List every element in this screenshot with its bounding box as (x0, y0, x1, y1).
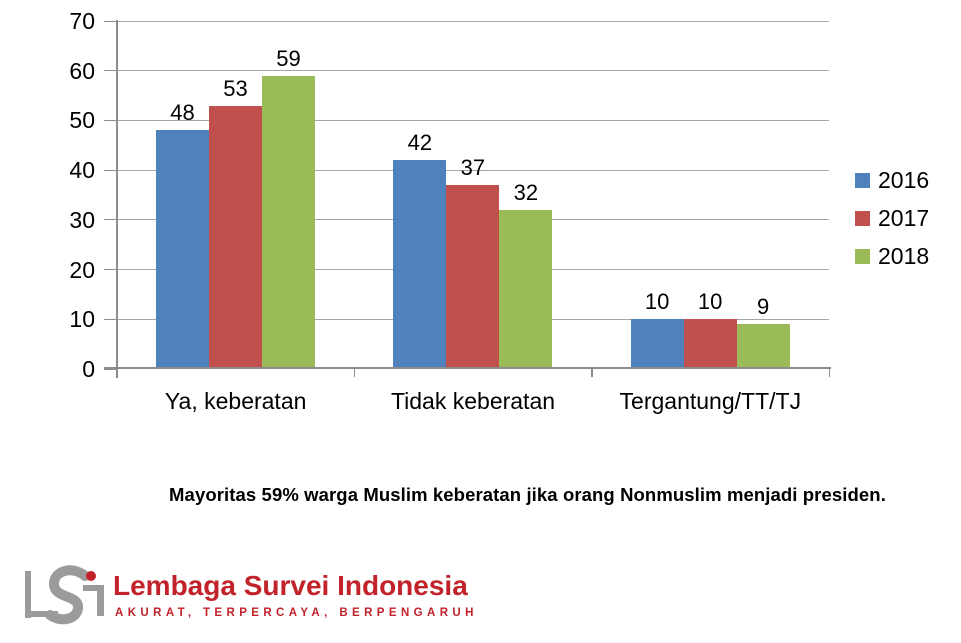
legend-swatch-2016 (855, 172, 870, 188)
x-axis-label-1: Tidak keberatan (390, 388, 556, 414)
y-axis-label-50: 50 (69, 107, 95, 134)
chart-caption: Mayoritas 59% warga Muslim keberatan jik… (169, 484, 886, 505)
y-tick-60 (104, 70, 117, 72)
y-tick-70 (104, 20, 117, 22)
y-tick-10 (104, 318, 117, 320)
legend-label-2018: 2018 (878, 243, 930, 269)
y-axis-line (116, 20, 118, 378)
y-tick-0 (104, 368, 117, 370)
bar-2018-1 (499, 209, 553, 369)
legend-item-2018: 2018 (855, 243, 930, 269)
bar-value-2017-2: 10 (697, 289, 723, 315)
gridline-50 (117, 119, 829, 121)
bar-2016-2 (630, 319, 684, 369)
bar-2017-2 (683, 319, 737, 369)
legend-label-2017: 2017 (878, 205, 930, 231)
gridline-40 (117, 169, 829, 171)
x-axis-label-2: Tergantung/TT/TJ (619, 388, 802, 414)
bar-2016-0 (156, 130, 209, 369)
x-tick-0 (116, 369, 118, 377)
gridline-70 (117, 20, 829, 22)
legend-swatch-2017 (855, 210, 870, 226)
x-tick-1 (353, 369, 356, 377)
y-axis-label-70: 70 (69, 8, 95, 34)
y-tick-40 (104, 169, 117, 171)
x-axis-line (104, 367, 831, 369)
bar-2018-0 (262, 75, 315, 369)
bar-value-2018-0: 59 (276, 45, 301, 71)
bar-value-2017-1: 37 (460, 155, 486, 181)
logo-name: Lembaga Survei Indonesia (113, 570, 468, 601)
bar-value-2018-1: 32 (513, 179, 539, 205)
bar-value-2018-2: 9 (757, 294, 770, 320)
bar-value-2016-0: 48 (170, 100, 195, 126)
y-axis-label-40: 40 (69, 157, 95, 184)
bar-2017-1 (446, 185, 500, 369)
y-axis-label-60: 60 (69, 57, 95, 84)
y-axis-label-20: 20 (69, 256, 95, 283)
bar-value-2016-1: 42 (407, 130, 433, 156)
bar-chart: 0 10 20 30 40 50 60 70 48 42 10 53 37 10 59 32 9 Ya, kebe… (69, 8, 831, 414)
x-tick-3 (828, 369, 830, 377)
legend-label-2016: 2016 (878, 167, 930, 193)
logo-tagline: AKURAT, TERPERCAYA, BERPENGARUH (115, 607, 478, 619)
chart-legend: 2016 2017 2018 (855, 169, 929, 283)
y-tick-30 (104, 219, 117, 221)
legend-item-2017: 2017 (855, 205, 930, 231)
y-axis-label-10: 10 (69, 306, 95, 333)
bar-2016-1 (393, 160, 447, 369)
x-tick-2 (591, 369, 593, 377)
bar-value-2017-0: 53 (223, 75, 248, 101)
bar-2018-2 (736, 324, 790, 369)
gridline-60 (117, 70, 829, 72)
x-axis-label-0: Ya, keberatan (164, 388, 307, 414)
y-axis-label-0: 0 (82, 356, 95, 382)
lsi-logo: Lembaga Survei Indonesia AKURAT, TERPERC… (22, 562, 492, 640)
y-axis-label-30: 30 (69, 206, 95, 233)
lsi-logo-icon (25, 565, 104, 625)
bar-value-2016-2: 10 (644, 289, 670, 315)
y-tick-20 (104, 269, 117, 271)
bar-2017-0 (209, 105, 262, 369)
legend-swatch-2018 (855, 248, 870, 264)
legend-item-2016: 2016 (855, 167, 930, 193)
y-tick-50 (104, 119, 117, 121)
